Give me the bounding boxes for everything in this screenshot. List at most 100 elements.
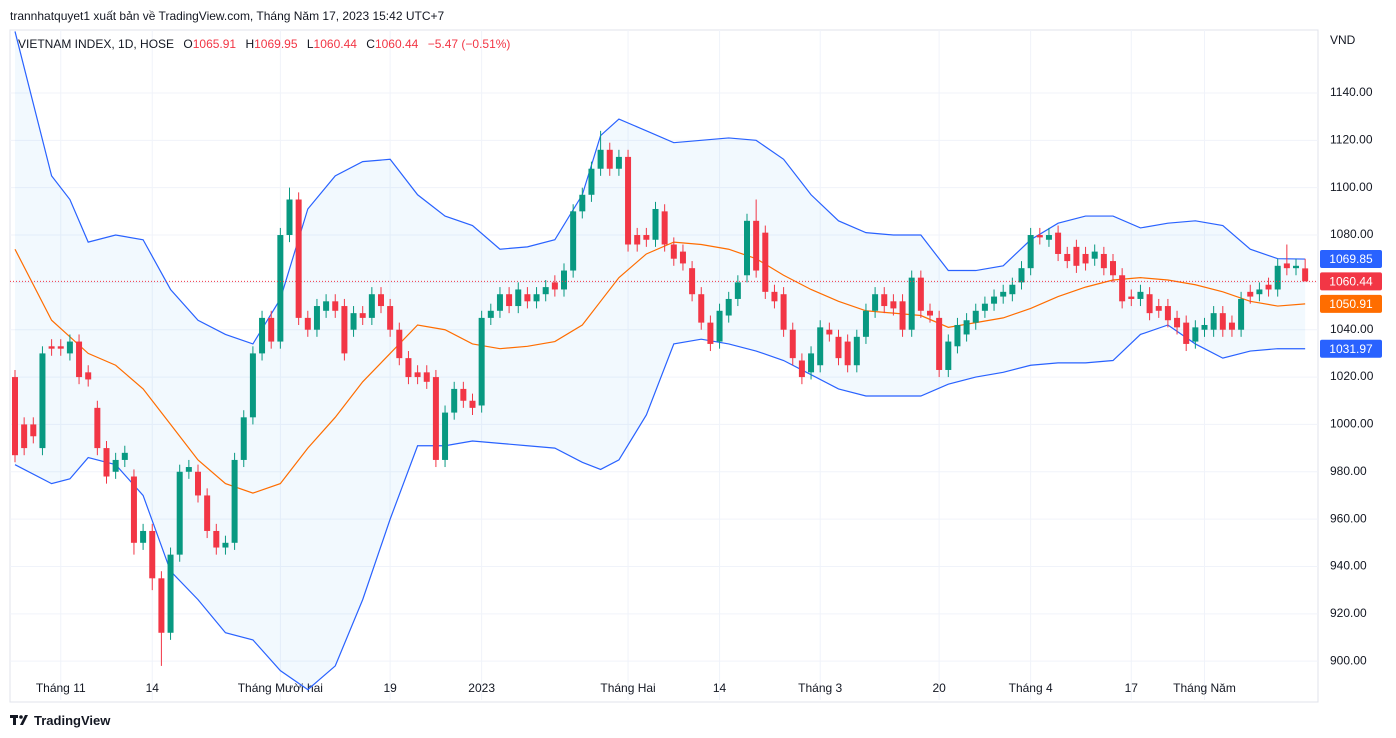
legend: VIETNAM INDEX, 1D, HOSE O1065.91 H1069.9… xyxy=(18,37,510,51)
y-tick-label: 900.00 xyxy=(1330,653,1367,667)
candle-body xyxy=(1183,322,1190,344)
candle-body xyxy=(76,341,83,378)
candle-body xyxy=(615,156,622,169)
candle-body xyxy=(30,424,37,437)
candle-body xyxy=(341,306,348,354)
y-tick-label: 1000.00 xyxy=(1330,417,1374,431)
ohlc-value: 1069.95 xyxy=(254,37,298,51)
y-tick-label: 920.00 xyxy=(1330,606,1367,620)
price-tag-label: 1031.97 xyxy=(1329,342,1373,356)
candle-body xyxy=(213,530,220,548)
candle-body xyxy=(524,294,531,302)
candle-body xyxy=(1100,253,1107,269)
x-tick-label: Tháng Năm xyxy=(1173,681,1236,695)
x-tick-label: Tháng 3 xyxy=(798,681,842,695)
candle-body xyxy=(872,294,879,311)
candle-body xyxy=(323,301,330,311)
candle-body xyxy=(432,377,439,460)
candle-body xyxy=(716,310,723,342)
candle-body xyxy=(506,294,513,307)
candle-body xyxy=(661,211,668,245)
candle-body xyxy=(707,322,714,344)
candle-body xyxy=(1174,317,1181,328)
candle-body xyxy=(533,294,540,302)
candle-body xyxy=(917,277,924,311)
ohlc-value: 1060.44 xyxy=(374,37,419,51)
candle-body xyxy=(652,208,659,240)
candle-body xyxy=(1192,327,1199,342)
candle-body xyxy=(1073,246,1080,266)
candle-body xyxy=(881,294,888,307)
candle-body xyxy=(515,289,522,307)
candle-body xyxy=(936,317,943,370)
candle-body xyxy=(185,467,192,472)
candle-body xyxy=(231,459,238,543)
candle-body xyxy=(1009,284,1016,295)
attribution: trannhatquyet1 xuất bản về TradingView.c… xyxy=(10,9,445,23)
candle-body xyxy=(1228,322,1235,330)
candle-body xyxy=(259,317,266,354)
candle-body xyxy=(689,268,696,295)
candle-body xyxy=(39,353,46,449)
candle-body xyxy=(1201,324,1208,330)
candle-body xyxy=(21,424,28,449)
candle-body xyxy=(1128,296,1135,299)
ohlc-value: 1060.44 xyxy=(313,37,357,51)
ohlc-label: H xyxy=(245,37,255,51)
price-tag-label: 1069.85 xyxy=(1329,252,1373,266)
candle-body xyxy=(991,296,998,304)
candle-body xyxy=(496,294,503,311)
x-tick-label: Tháng 11 xyxy=(36,681,86,695)
candle-body xyxy=(1082,253,1089,264)
candle-body xyxy=(140,530,147,543)
candle-body xyxy=(103,448,110,477)
candle-body xyxy=(945,341,952,370)
band-fill xyxy=(15,31,1306,690)
candle-body xyxy=(780,294,787,330)
price-tag-label: 1060.44 xyxy=(1329,275,1373,289)
unit-label: VND xyxy=(1330,33,1356,47)
candle-body xyxy=(295,199,302,318)
candle-body xyxy=(670,244,677,259)
candle-body xyxy=(725,298,732,316)
candle-body xyxy=(204,495,211,531)
candle-body xyxy=(387,306,394,330)
ohlc-value: 1065.91 xyxy=(192,37,237,51)
candle-body xyxy=(981,303,988,311)
candle-body xyxy=(469,400,476,408)
candle-body xyxy=(1238,298,1245,330)
candle-body xyxy=(1283,263,1290,269)
ohlc-label: C xyxy=(366,37,375,51)
candle-body xyxy=(1119,275,1126,302)
candle-body xyxy=(927,310,933,316)
candle-body xyxy=(487,310,494,318)
candle-body xyxy=(85,372,92,380)
candle-body xyxy=(167,554,174,633)
candle-body xyxy=(908,277,915,330)
candle-body xyxy=(1247,291,1254,297)
candle-body xyxy=(899,301,906,330)
candle-body xyxy=(606,149,613,169)
candle-body xyxy=(359,313,366,318)
candle-body xyxy=(158,578,165,633)
price-tag xyxy=(1320,272,1382,291)
candle-body xyxy=(1219,313,1226,330)
candle-body xyxy=(57,346,64,349)
candle-body xyxy=(862,310,869,337)
candle-body xyxy=(12,377,18,456)
x-tick-label: Tháng Hai xyxy=(600,681,655,695)
candle-body xyxy=(963,320,970,335)
candle-body xyxy=(1265,284,1272,290)
x-tick-label: 14 xyxy=(713,681,727,695)
candle-body xyxy=(954,324,961,347)
candle-body xyxy=(789,329,796,359)
candle-body xyxy=(286,199,293,236)
brand: TradingView xyxy=(34,713,111,728)
candle-body xyxy=(249,353,256,418)
candle-body xyxy=(149,530,156,579)
candle-body xyxy=(835,336,842,359)
candle-body xyxy=(1302,268,1309,282)
candle-body xyxy=(378,294,384,307)
